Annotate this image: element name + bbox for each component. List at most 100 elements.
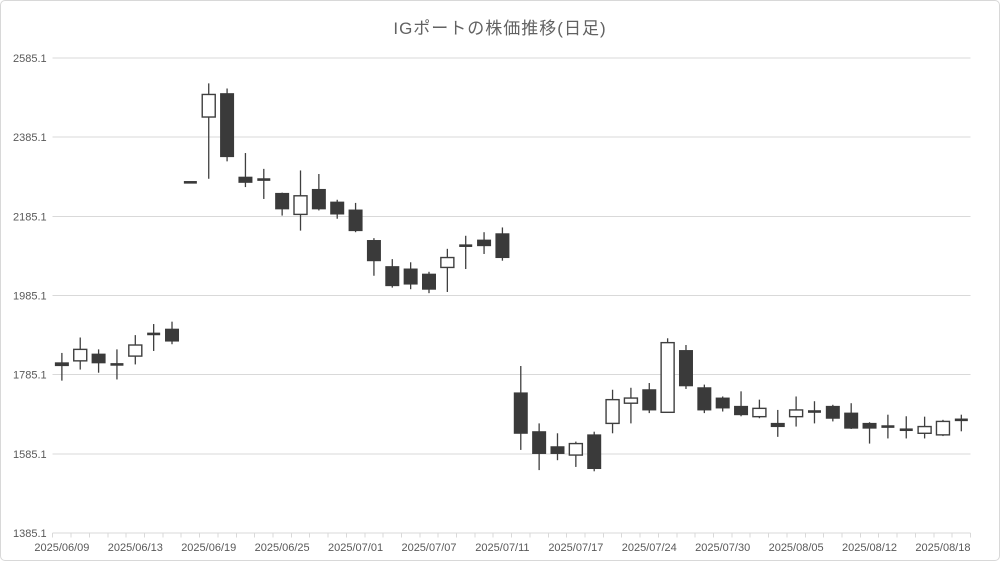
candle <box>54 352 69 381</box>
candle <box>734 391 749 417</box>
candle <box>844 403 859 429</box>
candle-body-down <box>587 434 602 470</box>
candle-body-down <box>275 192 290 210</box>
candle <box>403 262 418 290</box>
candle-body-down <box>330 201 345 215</box>
candle <box>495 227 510 261</box>
chart-title: IGポートの株価推移(日足) <box>393 19 607 38</box>
candle <box>385 259 400 288</box>
candle <box>421 271 436 294</box>
candle <box>697 384 712 414</box>
candle <box>348 202 363 233</box>
candle <box>330 199 345 219</box>
candle-body-down <box>550 446 565 454</box>
candle-body-down <box>348 209 363 232</box>
candle-body-down <box>715 397 730 409</box>
y-axis-label: 2385.1 <box>13 132 47 144</box>
candle-body-up <box>752 407 767 418</box>
candle <box>678 345 693 389</box>
candle-body-down <box>642 389 657 411</box>
candle-body-up <box>917 425 932 434</box>
candle <box>91 349 106 373</box>
x-axis-label: 2025/06/25 <box>255 542 310 554</box>
candle-body-up <box>293 195 308 216</box>
x-axis-label: 2025/08/05 <box>769 542 824 554</box>
candle <box>110 349 124 380</box>
candle <box>825 404 840 422</box>
candle-body-up <box>788 409 804 418</box>
candle <box>477 232 492 254</box>
candle <box>881 414 895 439</box>
candle <box>440 248 455 292</box>
candle <box>954 414 968 432</box>
candle-body-up <box>935 420 951 436</box>
candle-doji-dash <box>110 363 124 366</box>
candle <box>550 433 565 461</box>
candle-doji-dash <box>459 244 473 247</box>
candle <box>459 235 473 270</box>
candle-doji-dash <box>899 428 913 432</box>
candle-body-down <box>734 405 749 416</box>
candle-body-down <box>678 350 693 387</box>
candle-body-down <box>844 412 859 429</box>
candle <box>917 416 932 439</box>
candle <box>183 181 197 184</box>
x-axis-label: 2025/08/12 <box>842 542 897 554</box>
candle <box>165 321 180 345</box>
candle-body-down <box>513 392 528 434</box>
candle <box>293 170 308 231</box>
y-axis-label: 2585.1 <box>13 53 47 65</box>
candle-body-down <box>385 266 400 287</box>
y-axis-label: 1985.1 <box>13 291 47 303</box>
x-axis-label: 2025/08/18 <box>915 542 970 554</box>
candle-body-up <box>128 344 143 357</box>
candle-body-down <box>220 93 235 158</box>
candle-body-up <box>440 256 455 269</box>
candle <box>257 168 271 199</box>
candle <box>660 338 675 414</box>
candle-doji-dash <box>881 425 895 428</box>
candle-body-up <box>623 397 639 404</box>
candle-body-up <box>201 93 216 118</box>
y-axis-label: 1385.1 <box>13 528 47 540</box>
candle-body-down <box>770 422 785 428</box>
candle <box>899 416 913 439</box>
candle <box>715 396 730 412</box>
candle-body-up <box>568 442 584 456</box>
candle-body-down <box>403 268 418 285</box>
candle-body-down <box>495 233 510 259</box>
candle-body-down <box>366 240 381 262</box>
candle <box>73 337 88 370</box>
candle <box>642 383 657 414</box>
candle <box>311 174 326 211</box>
x-axis-label: 2025/06/13 <box>108 542 163 554</box>
candle <box>238 153 253 188</box>
candle-body-down <box>421 273 436 290</box>
candle-doji-dash <box>807 410 821 413</box>
candle <box>587 431 602 472</box>
candle <box>807 401 821 424</box>
candle-body-up <box>73 348 88 362</box>
candle <box>788 396 804 427</box>
y-axis-label: 1785.1 <box>13 370 47 382</box>
candle <box>128 335 143 365</box>
candle-doji-dash <box>183 181 197 184</box>
candle <box>862 422 877 444</box>
x-axis-label: 2025/07/07 <box>401 542 456 554</box>
x-axis-label: 2025/06/19 <box>181 542 236 554</box>
y-axis-label: 2185.1 <box>13 211 47 223</box>
y-axis-label: 1585.1 <box>13 449 47 461</box>
candle-body-down <box>91 353 106 364</box>
candle-body-down <box>311 188 326 210</box>
candle-doji-dash <box>257 178 271 181</box>
candle <box>770 409 785 437</box>
x-axis-label: 2025/07/17 <box>548 542 603 554</box>
candle <box>201 83 216 179</box>
candle-body-down <box>532 431 547 454</box>
candle-body-down <box>862 422 877 429</box>
candle <box>605 389 620 434</box>
candle <box>513 365 528 450</box>
candle-body-up <box>605 398 620 425</box>
